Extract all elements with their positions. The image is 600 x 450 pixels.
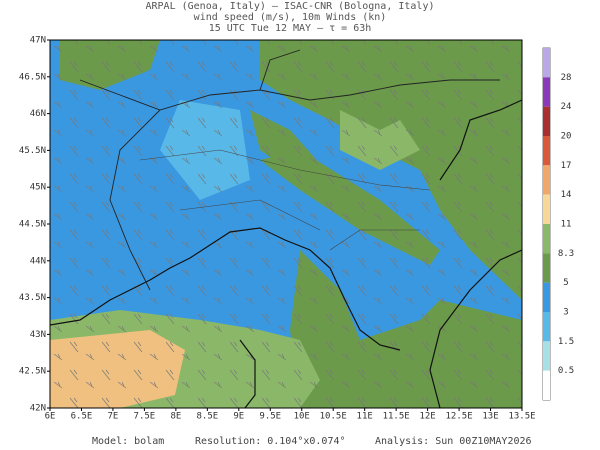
map-field: [50, 40, 522, 408]
lat-label: 44N: [30, 256, 46, 266]
colorbar-label: 8.3: [558, 249, 574, 259]
colorbar-segment: [543, 48, 550, 78]
lon-label: 7.5E: [134, 412, 156, 422]
colorbar-segment: [543, 341, 550, 371]
lon-label: 13E: [482, 412, 498, 422]
colorbar-segment: [543, 253, 550, 283]
colorbar-label: 20: [561, 132, 572, 142]
lon-label: 10E: [294, 412, 310, 422]
colorbar-segment: [543, 224, 550, 254]
colorbar-segment: [543, 77, 550, 107]
coastline: [429, 249, 522, 408]
lon-label: 12E: [419, 412, 435, 422]
colorbar-label: 1.5: [558, 337, 574, 347]
lat-label: 42.5N: [19, 367, 46, 377]
footer-resolution: Resolution: 0.104°x0.074°: [195, 436, 346, 447]
colorbar-segment: [543, 312, 550, 342]
lon-label: 6E: [45, 412, 56, 422]
colorbar-label: 28: [561, 73, 572, 83]
coastline: [239, 339, 256, 408]
colorbar-label: 11: [561, 220, 572, 230]
lon-label: 12.5E: [446, 412, 473, 422]
header-line: wind speed (m/s), 10m Winds (kn): [194, 12, 387, 23]
header-line: 15 UTC Tue 12 MAY — τ = 63h: [209, 23, 372, 34]
lat-label: 45N: [30, 183, 46, 193]
lat-label: 43N: [30, 330, 46, 340]
lon-label: 7E: [108, 412, 119, 422]
lat-label: 46.5N: [19, 72, 46, 82]
colorbar-segment: [543, 136, 550, 166]
colorbar-label: 14: [561, 190, 572, 200]
lon-label: 10.5E: [320, 412, 347, 422]
colorbar-label: 5: [563, 278, 568, 288]
footer-analysis: Analysis: Sun 00Z10MAY2026: [375, 436, 532, 447]
border: [79, 49, 500, 291]
colorbar-segment: [543, 282, 550, 312]
lon-label: 8.5E: [196, 412, 218, 422]
colorbar-label: 24: [561, 102, 572, 112]
colorbar-label: 3: [563, 308, 568, 318]
coastline: [50, 227, 401, 351]
wind-barbs: [50, 40, 522, 408]
lon-label: 6.5E: [71, 412, 93, 422]
lon-label: 9E: [233, 412, 244, 422]
coastline: [439, 99, 522, 181]
lat-label: 43.5N: [19, 293, 46, 303]
header-line: ARPAL (Genoa, Italy) — ISAC-CNR (Bologna…: [146, 1, 435, 12]
footer-model: Model: bolam: [92, 436, 164, 447]
lat-label: 42N: [30, 404, 46, 414]
colorbar-segment: [543, 370, 550, 400]
lat-label: 44.5N: [19, 220, 46, 230]
lat-label: 46N: [30, 109, 46, 119]
lon-label: 11.5E: [383, 412, 410, 422]
lon-label: 8E: [170, 412, 181, 422]
colorbar-segment: [543, 106, 550, 136]
lon-label: 9.5E: [259, 412, 281, 422]
lat-label: 45.5N: [19, 146, 46, 156]
lon-label: 11E: [357, 412, 373, 422]
colorbar-label: 0.5: [558, 366, 574, 376]
colorbar-segment: [543, 165, 550, 195]
region-border: [139, 149, 431, 251]
lat-label: 47N: [30, 36, 46, 46]
colorbar-label: 17: [561, 161, 572, 171]
colorbar-segment: [543, 194, 550, 224]
lon-label: 13.5E: [508, 412, 535, 422]
